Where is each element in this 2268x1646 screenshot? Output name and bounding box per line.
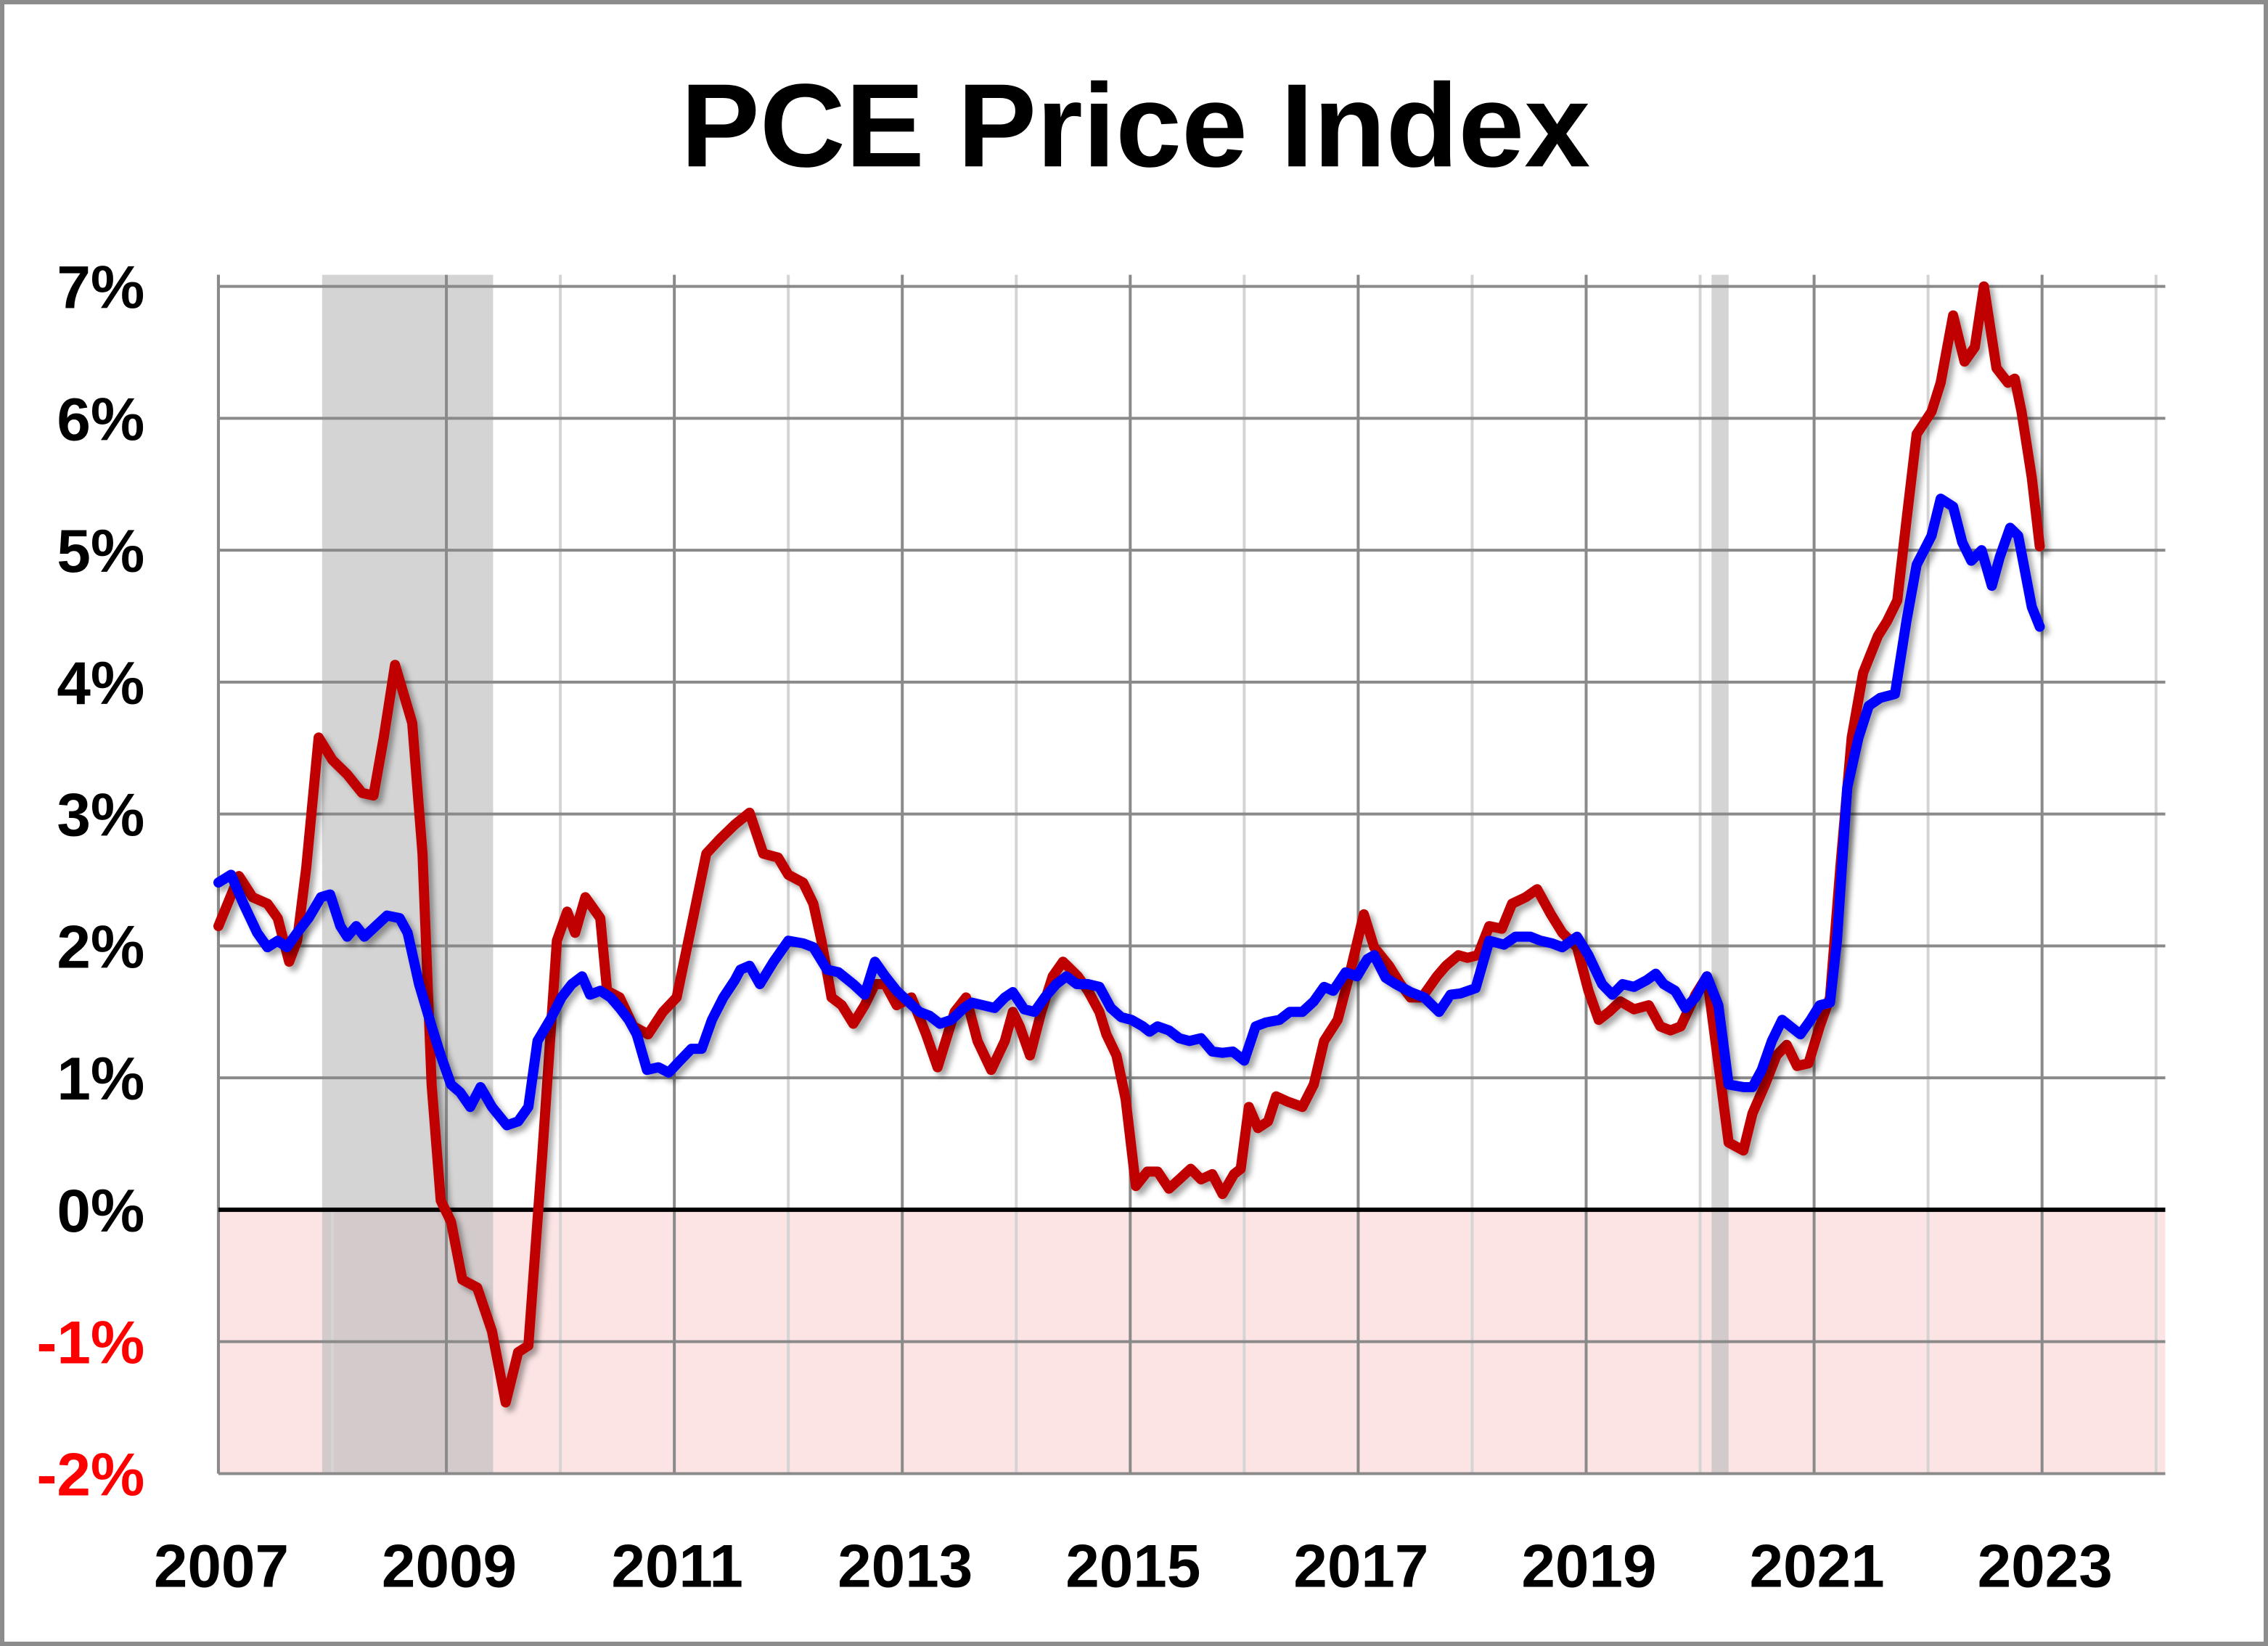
x-tick-label: 2017: [1293, 1531, 1428, 1600]
y-tick-label: -1%: [36, 1309, 144, 1377]
y-tick-label: 5%: [57, 517, 144, 585]
y-tick-label: -2%: [36, 1440, 144, 1508]
recession-band: [322, 274, 494, 1474]
x-tick-label: 2007: [154, 1531, 289, 1600]
x-tick-label: 2023: [1978, 1531, 2113, 1600]
y-tick-label: 3%: [57, 781, 144, 849]
y-tick-label: 4%: [57, 649, 144, 717]
x-tick-label: 2013: [838, 1531, 973, 1600]
y-tick-label: 6%: [57, 385, 144, 453]
y-tick-label: 2%: [57, 912, 144, 980]
recession-band: [1711, 274, 1729, 1474]
x-tick-label: 2011: [611, 1531, 743, 1600]
x-tick-label: 2021: [1749, 1531, 1884, 1600]
x-tick-label: 2015: [1065, 1531, 1200, 1600]
y-tick-label: 1%: [57, 1044, 144, 1113]
y-tick-label: 7%: [57, 253, 144, 322]
x-tick-label: 2019: [1521, 1531, 1656, 1600]
series-line-core-pce: [213, 494, 2045, 1131]
series-line-pce: [213, 281, 2045, 1408]
chart-title: PCE Price Index: [681, 59, 1590, 192]
x-tick-label: 2009: [382, 1531, 517, 1600]
y-tick-label: 0%: [57, 1176, 144, 1245]
